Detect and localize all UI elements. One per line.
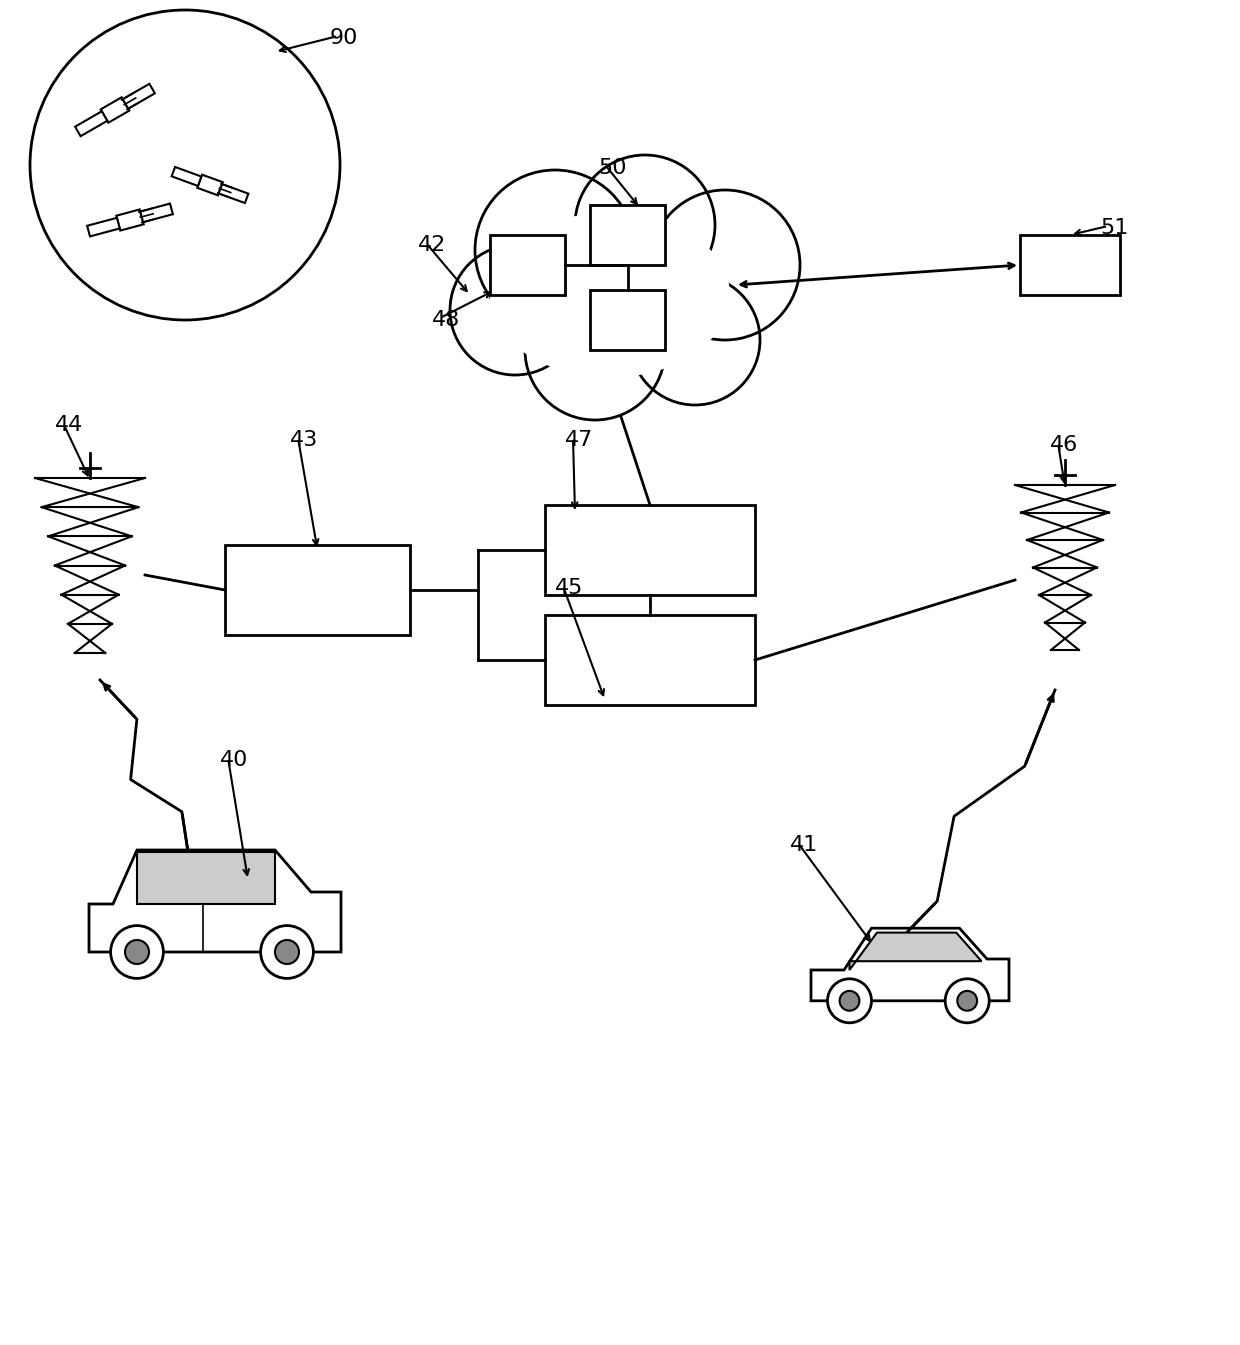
- Text: 40: 40: [219, 751, 248, 769]
- Circle shape: [957, 991, 977, 1010]
- Polygon shape: [140, 203, 172, 222]
- Polygon shape: [76, 112, 108, 136]
- Polygon shape: [171, 167, 201, 186]
- Circle shape: [650, 190, 800, 340]
- Polygon shape: [197, 175, 223, 195]
- Text: 51: 51: [1100, 218, 1128, 238]
- Bar: [224, 545, 410, 635]
- Text: 43: 43: [290, 430, 319, 451]
- Text: 41: 41: [790, 835, 818, 855]
- Text: 44: 44: [55, 416, 83, 434]
- Text: 90: 90: [330, 28, 358, 48]
- Bar: [590, 204, 665, 265]
- Bar: [590, 291, 665, 350]
- Polygon shape: [89, 850, 341, 952]
- Text: 49: 49: [680, 285, 708, 305]
- Circle shape: [110, 925, 164, 978]
- Polygon shape: [87, 218, 120, 237]
- Text: 47: 47: [565, 430, 593, 451]
- Circle shape: [839, 991, 859, 1010]
- Polygon shape: [123, 83, 155, 109]
- Circle shape: [475, 169, 635, 330]
- Circle shape: [450, 245, 580, 375]
- Circle shape: [525, 280, 665, 420]
- Circle shape: [575, 155, 715, 295]
- Circle shape: [125, 940, 149, 964]
- Polygon shape: [218, 184, 248, 203]
- Text: 46: 46: [1050, 434, 1079, 455]
- Circle shape: [827, 979, 872, 1022]
- Circle shape: [30, 9, 340, 320]
- Text: 45: 45: [556, 578, 583, 599]
- Circle shape: [630, 274, 760, 405]
- Polygon shape: [849, 932, 982, 970]
- Circle shape: [260, 925, 314, 978]
- Polygon shape: [117, 210, 144, 230]
- Circle shape: [275, 940, 299, 964]
- Ellipse shape: [490, 213, 730, 378]
- Bar: [1021, 235, 1120, 295]
- Text: 48: 48: [432, 309, 460, 330]
- Bar: [546, 615, 755, 705]
- Text: 42: 42: [418, 235, 446, 256]
- Polygon shape: [811, 928, 1009, 1001]
- Circle shape: [945, 979, 990, 1022]
- Text: 50: 50: [598, 157, 626, 178]
- Bar: [546, 504, 755, 594]
- Polygon shape: [100, 97, 129, 122]
- Bar: [490, 235, 565, 295]
- Polygon shape: [136, 853, 275, 904]
